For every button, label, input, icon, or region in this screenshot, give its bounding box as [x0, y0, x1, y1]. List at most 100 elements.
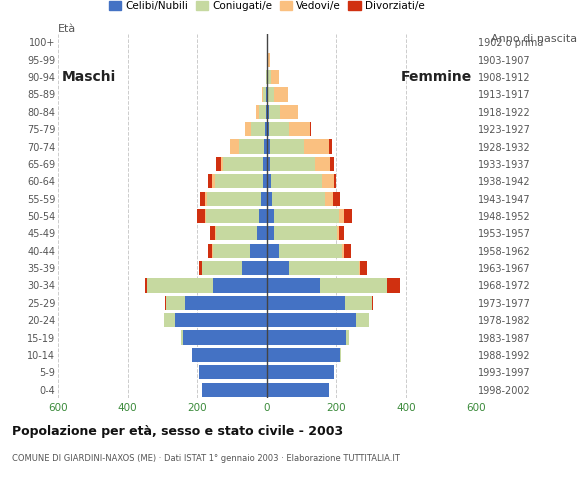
- Bar: [267, 209, 274, 223]
- Bar: [267, 70, 271, 84]
- Bar: [213, 278, 267, 293]
- Bar: [267, 174, 271, 188]
- Text: Età: Età: [58, 24, 76, 34]
- Bar: [192, 348, 267, 362]
- Bar: [315, 157, 330, 171]
- Bar: [267, 192, 271, 206]
- Bar: [205, 192, 207, 206]
- Bar: [200, 192, 205, 206]
- Bar: [216, 226, 257, 240]
- Bar: [257, 226, 267, 240]
- Text: Anno di nascita: Anno di nascita: [491, 34, 577, 44]
- Bar: [267, 296, 345, 310]
- Bar: [223, 157, 263, 171]
- Bar: [267, 157, 270, 171]
- Bar: [267, 365, 334, 380]
- Bar: [251, 122, 266, 136]
- Bar: [267, 278, 320, 293]
- Bar: [205, 209, 206, 223]
- Bar: [334, 192, 339, 206]
- Bar: [279, 244, 342, 258]
- Bar: [267, 105, 269, 119]
- Bar: [259, 209, 267, 223]
- Bar: [206, 209, 259, 223]
- Bar: [264, 139, 267, 154]
- Bar: [267, 226, 274, 240]
- Bar: [242, 261, 267, 275]
- Bar: [208, 174, 212, 188]
- Bar: [325, 192, 333, 206]
- Bar: [342, 244, 344, 258]
- Bar: [345, 296, 372, 310]
- Bar: [269, 122, 289, 136]
- Bar: [145, 278, 147, 293]
- Bar: [372, 296, 373, 310]
- Bar: [185, 296, 267, 310]
- Bar: [267, 330, 346, 345]
- Bar: [261, 192, 267, 206]
- Bar: [267, 313, 356, 327]
- Bar: [212, 244, 250, 258]
- Bar: [267, 87, 268, 102]
- Bar: [202, 383, 267, 397]
- Bar: [181, 330, 183, 345]
- Bar: [344, 244, 351, 258]
- Bar: [266, 70, 267, 84]
- Bar: [322, 174, 333, 188]
- Bar: [263, 157, 267, 171]
- Bar: [267, 139, 270, 154]
- Bar: [199, 365, 267, 380]
- Bar: [360, 261, 367, 275]
- Bar: [266, 122, 267, 136]
- Bar: [166, 296, 185, 310]
- Bar: [208, 244, 212, 258]
- Bar: [274, 87, 288, 102]
- Bar: [289, 122, 310, 136]
- Bar: [304, 139, 329, 154]
- Bar: [263, 174, 267, 188]
- Bar: [267, 52, 270, 67]
- Text: Maschi: Maschi: [61, 70, 116, 84]
- Bar: [165, 296, 166, 310]
- Bar: [263, 87, 266, 102]
- Bar: [274, 209, 339, 223]
- Bar: [289, 261, 359, 275]
- Text: Femmine: Femmine: [401, 70, 472, 84]
- Bar: [266, 105, 267, 119]
- Bar: [207, 192, 261, 206]
- Bar: [262, 87, 263, 102]
- Bar: [310, 122, 311, 136]
- Bar: [330, 157, 334, 171]
- Text: Popolazione per età, sesso e stato civile - 2003: Popolazione per età, sesso e stato civil…: [12, 425, 343, 438]
- Bar: [274, 226, 337, 240]
- Bar: [339, 226, 344, 240]
- Bar: [212, 174, 215, 188]
- Bar: [337, 226, 339, 240]
- Text: COMUNE DI GIARDINI-NAXOS (ME) · Dati ISTAT 1° gennaio 2003 · Elaborazione TUTTIT: COMUNE DI GIARDINI-NAXOS (ME) · Dati IST…: [12, 454, 400, 463]
- Bar: [267, 122, 269, 136]
- Bar: [271, 192, 325, 206]
- Bar: [271, 174, 322, 188]
- Bar: [215, 174, 263, 188]
- Bar: [220, 157, 223, 171]
- Bar: [230, 139, 239, 154]
- Bar: [259, 105, 266, 119]
- Bar: [387, 278, 400, 293]
- Bar: [199, 261, 202, 275]
- Bar: [267, 261, 289, 275]
- Bar: [329, 139, 332, 154]
- Bar: [359, 261, 360, 275]
- Bar: [183, 330, 267, 345]
- Bar: [386, 278, 387, 293]
- Bar: [320, 278, 386, 293]
- Bar: [175, 313, 267, 327]
- Bar: [334, 174, 336, 188]
- Bar: [344, 209, 351, 223]
- Bar: [164, 313, 175, 327]
- Bar: [280, 105, 298, 119]
- Bar: [270, 157, 315, 171]
- Bar: [256, 105, 259, 119]
- Bar: [215, 226, 216, 240]
- Bar: [271, 70, 278, 84]
- Bar: [269, 105, 280, 119]
